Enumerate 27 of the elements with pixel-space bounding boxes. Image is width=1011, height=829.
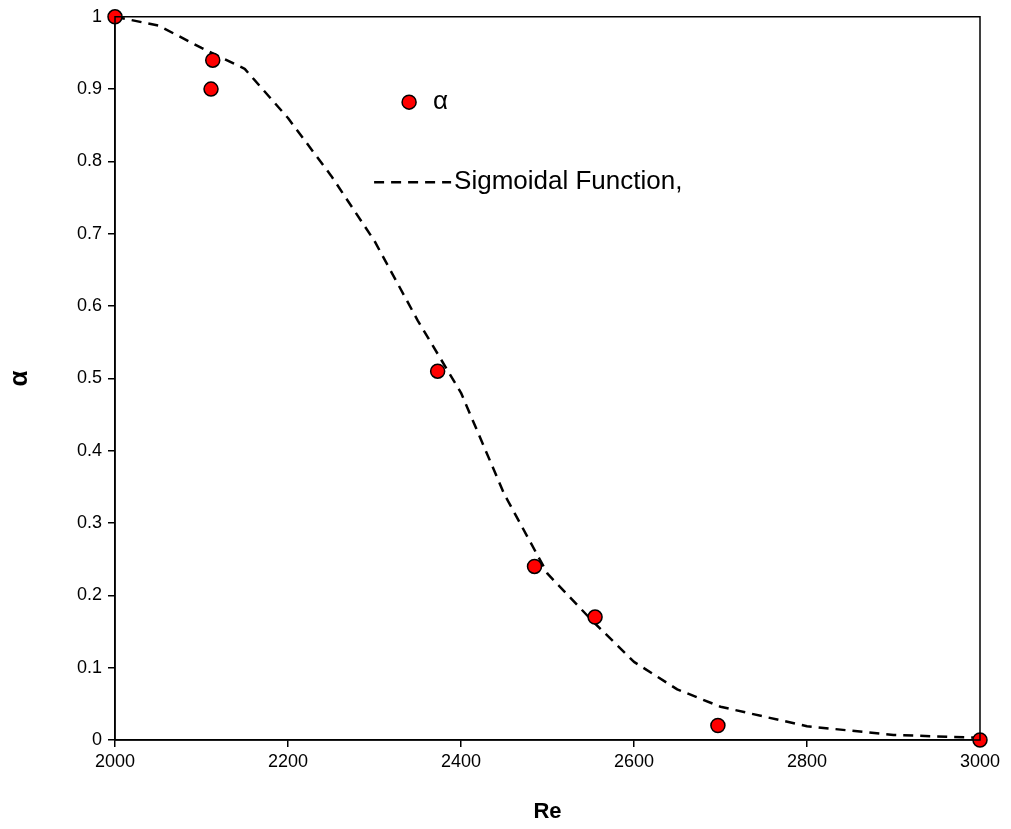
y-tick-label: 1: [91, 5, 102, 26]
legend-label: α: [433, 85, 449, 116]
point: [205, 52, 221, 68]
y-tick-label: 0: [91, 728, 102, 749]
x-tick-label: 2000: [94, 750, 136, 771]
y-tick-label: 0.3: [76, 512, 102, 533]
y-tick-label: 0.1: [76, 656, 102, 677]
y-axis-title: α: [2, 370, 33, 387]
point: [203, 81, 219, 97]
point: [710, 717, 726, 734]
y-tick-label: 0.6: [76, 295, 102, 316]
x-tick-label: 2200: [267, 750, 309, 771]
y-tick-label: 0.5: [76, 367, 102, 388]
x-tick-label: 3000: [959, 750, 1001, 771]
point: [429, 363, 446, 379]
x-tick-label: 2800: [786, 750, 828, 771]
legend-label: Sigmoidal Function,: [454, 165, 683, 196]
y-tick-label: 0.8: [76, 150, 102, 171]
y-tick-label: 0.4: [76, 439, 102, 460]
y-tick-label: 0.9: [76, 78, 102, 99]
x-tick-label: 2400: [440, 750, 482, 771]
x-axis-title: Re: [533, 797, 562, 823]
y-tick-label: 0.2: [76, 584, 102, 605]
point: [587, 609, 603, 625]
x-tick-label: 2600: [613, 750, 655, 771]
y-tick-label: 0.7: [76, 222, 102, 243]
point: [526, 558, 543, 575]
